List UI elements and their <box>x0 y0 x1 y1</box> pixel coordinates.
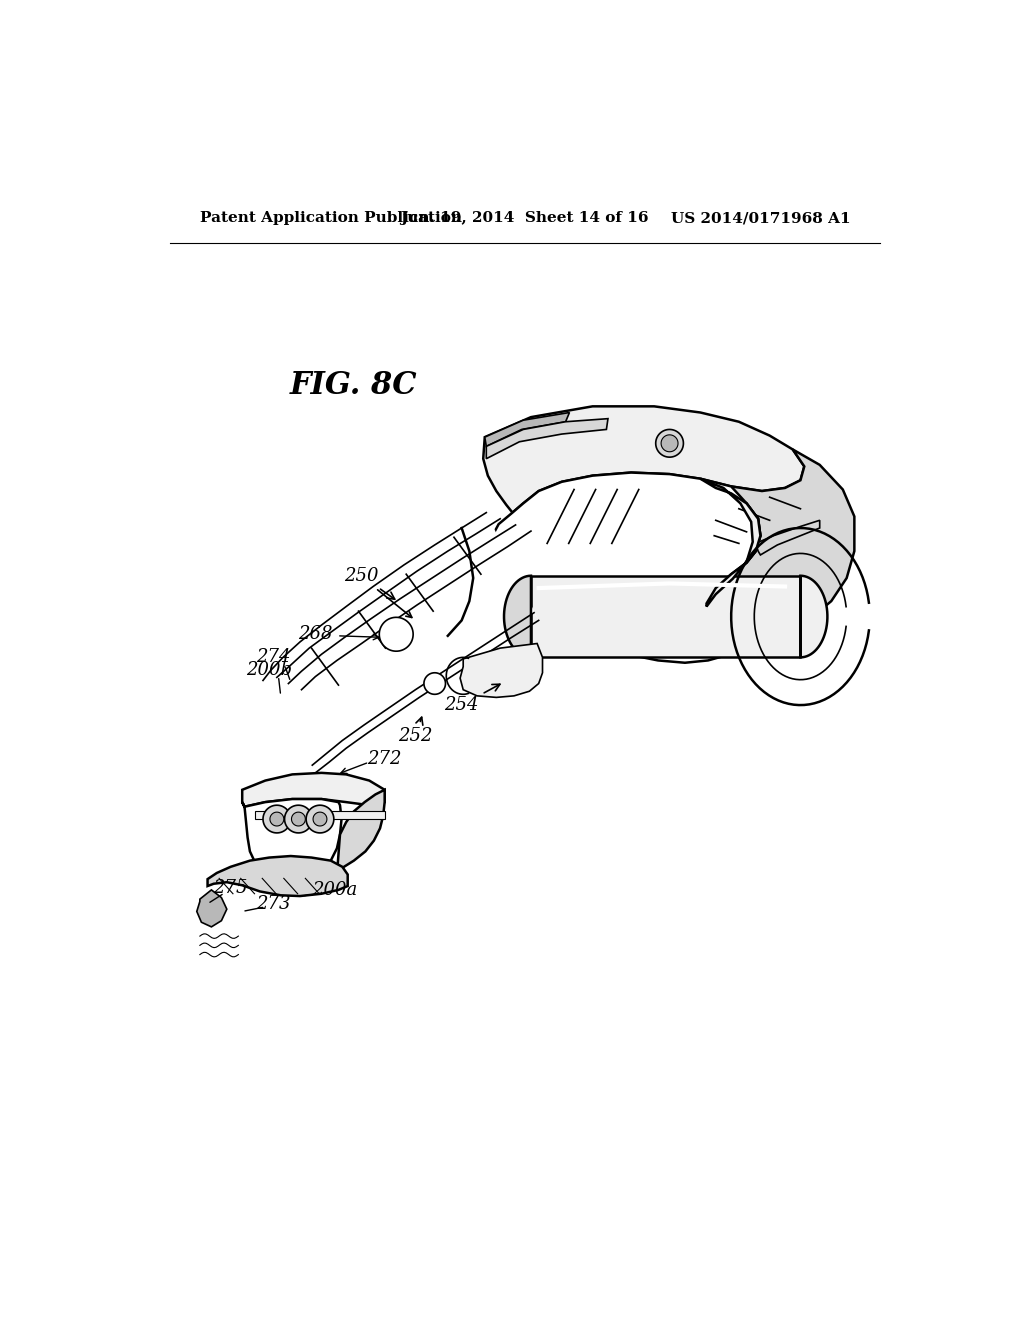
Polygon shape <box>655 429 683 457</box>
Polygon shape <box>756 520 819 554</box>
Text: 272: 272 <box>368 750 401 768</box>
Polygon shape <box>292 812 305 826</box>
Polygon shape <box>337 789 385 875</box>
Polygon shape <box>483 407 804 512</box>
Polygon shape <box>801 576 827 657</box>
Text: 268: 268 <box>298 626 333 643</box>
Text: 273: 273 <box>256 895 290 912</box>
Polygon shape <box>243 799 342 879</box>
Text: Patent Application Publication: Patent Application Publication <box>200 211 462 226</box>
Polygon shape <box>460 644 543 697</box>
Polygon shape <box>484 412 569 446</box>
Text: 254: 254 <box>444 684 500 714</box>
Polygon shape <box>255 812 385 818</box>
Polygon shape <box>379 618 413 651</box>
Polygon shape <box>270 812 284 826</box>
Polygon shape <box>486 418 608 459</box>
Polygon shape <box>243 774 385 807</box>
Text: 250: 250 <box>344 566 394 599</box>
Text: US 2014/0171968 A1: US 2014/0171968 A1 <box>671 211 851 226</box>
Polygon shape <box>700 449 854 647</box>
Polygon shape <box>197 890 226 927</box>
Polygon shape <box>662 434 678 451</box>
Text: 200a: 200a <box>312 880 357 899</box>
Polygon shape <box>285 805 312 833</box>
Polygon shape <box>263 512 539 766</box>
Text: 274: 274 <box>257 648 291 667</box>
Text: 200b: 200b <box>246 661 292 678</box>
Polygon shape <box>504 576 531 657</box>
Polygon shape <box>208 857 348 896</box>
Polygon shape <box>531 576 801 657</box>
Text: 275: 275 <box>213 879 248 898</box>
Text: 252: 252 <box>398 717 433 744</box>
Polygon shape <box>306 805 334 833</box>
Polygon shape <box>263 805 291 833</box>
Polygon shape <box>490 473 761 663</box>
Text: FIG. 8C: FIG. 8C <box>290 370 418 401</box>
Text: Jun. 19, 2014  Sheet 14 of 16: Jun. 19, 2014 Sheet 14 of 16 <box>400 211 649 226</box>
Polygon shape <box>424 673 445 694</box>
Polygon shape <box>313 812 327 826</box>
Polygon shape <box>700 479 761 607</box>
